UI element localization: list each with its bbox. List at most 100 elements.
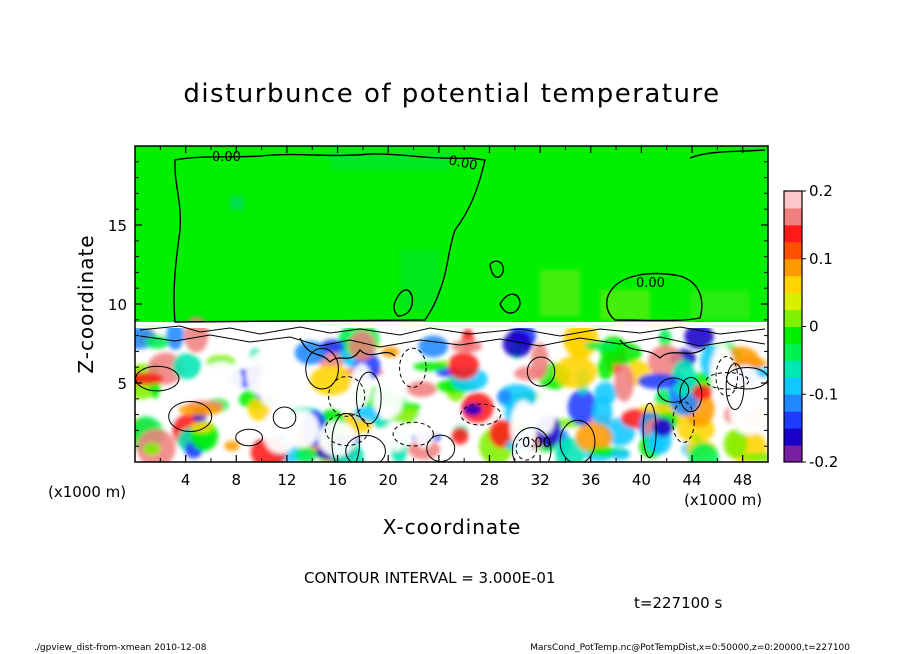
contour-line bbox=[489, 260, 504, 278]
contour-line bbox=[168, 400, 213, 433]
contour-line bbox=[328, 376, 366, 417]
contour-line bbox=[173, 153, 486, 323]
field-blob bbox=[381, 346, 400, 358]
colorbar-segment bbox=[784, 292, 802, 311]
field-blob bbox=[710, 344, 735, 401]
upper-patch bbox=[230, 196, 244, 210]
contour-line bbox=[460, 403, 502, 426]
contour-line bbox=[515, 436, 538, 461]
field-blob bbox=[451, 339, 483, 353]
field-blob bbox=[659, 328, 672, 349]
field-blob bbox=[497, 389, 512, 405]
contour-line bbox=[393, 289, 414, 317]
field-blob bbox=[684, 324, 714, 350]
y-axis-label: Z-coordinate bbox=[74, 234, 98, 373]
field-blob bbox=[190, 421, 213, 433]
boundary-band bbox=[135, 322, 768, 328]
contour-label: 0.00 bbox=[636, 276, 665, 291]
x-tick-label: 16 bbox=[328, 471, 347, 489]
field-blob bbox=[262, 408, 299, 454]
field-blob bbox=[464, 403, 482, 416]
upper-patch bbox=[330, 150, 450, 170]
field-blob bbox=[502, 330, 533, 358]
contour-interval: CONTOUR INTERVAL = 3.000E-01 bbox=[304, 569, 555, 587]
field-blob bbox=[224, 440, 240, 451]
field-blob bbox=[688, 442, 719, 462]
chart-title: disturbunce of potential temperature bbox=[183, 79, 720, 109]
upper-field bbox=[135, 146, 768, 328]
colorbar-segment bbox=[784, 275, 802, 294]
contour-line bbox=[526, 356, 556, 387]
field-blob bbox=[413, 361, 447, 372]
field-blob bbox=[592, 395, 613, 430]
field-blob bbox=[575, 422, 613, 453]
boundary-contours bbox=[139, 334, 766, 348]
x-tick-label: 32 bbox=[531, 471, 550, 489]
y-axis: 5 10 15 bbox=[108, 161, 768, 447]
x-tick-label: 44 bbox=[682, 471, 701, 489]
upper-patch bbox=[400, 250, 440, 310]
field-blob bbox=[382, 421, 410, 451]
contour-line bbox=[235, 428, 263, 447]
x-axis: 4 8 12 16 20 24 28 32 36 40 44 48 bbox=[159, 146, 769, 489]
field-blob bbox=[638, 404, 677, 414]
x-tick-label: 24 bbox=[429, 471, 448, 489]
contour-line bbox=[657, 377, 690, 403]
colorbar-segment bbox=[784, 241, 802, 260]
field-blob bbox=[294, 340, 327, 365]
field-blob bbox=[200, 361, 243, 398]
colorbar-segment bbox=[784, 394, 802, 412]
contour-line bbox=[355, 371, 382, 425]
colorbar-segment bbox=[784, 360, 802, 378]
plot-area: 0.00 0.00 0.00 0.00 bbox=[135, 146, 768, 462]
upper-field-patches bbox=[230, 150, 750, 320]
lower-field-blobs bbox=[135, 316, 768, 462]
boundary-contours bbox=[299, 337, 396, 363]
colorbar-segment bbox=[784, 224, 802, 243]
field-blob bbox=[565, 327, 596, 360]
field-blob bbox=[671, 359, 696, 398]
upper-contours bbox=[173, 149, 766, 323]
y-tick-label: 5 bbox=[117, 375, 127, 393]
colorbar-segment bbox=[784, 258, 802, 277]
field-blob bbox=[510, 400, 537, 455]
contour-line bbox=[689, 149, 766, 159]
x-tick-label: 28 bbox=[480, 471, 499, 489]
upper-patch bbox=[540, 270, 580, 316]
contour-line bbox=[679, 376, 703, 413]
x-unit-left: (x1000 m) bbox=[48, 483, 126, 501]
field-blob bbox=[317, 420, 356, 457]
field-blob bbox=[652, 417, 673, 437]
colorbar-label: -0.1 bbox=[809, 385, 838, 403]
time-label: t=227100 s bbox=[634, 594, 722, 612]
field-blob bbox=[348, 330, 376, 362]
colorbar-label: 0.2 bbox=[809, 182, 833, 200]
contour-line bbox=[559, 419, 596, 462]
field-blob bbox=[692, 384, 713, 400]
field-blob bbox=[448, 352, 480, 380]
field-blob bbox=[353, 406, 382, 423]
x-tick-label: 4 bbox=[181, 471, 191, 489]
colorbar-label: 0.1 bbox=[809, 250, 833, 268]
field-blob bbox=[723, 429, 748, 459]
lower-contours bbox=[135, 347, 768, 462]
field-blob bbox=[451, 427, 469, 445]
contour-label: 0.00 bbox=[212, 150, 241, 165]
footer-left: ./gpview_dist-from-xmean 2010-12-08 bbox=[34, 643, 207, 653]
contour-line bbox=[345, 434, 386, 462]
field-blob bbox=[310, 365, 353, 396]
x-unit-right: (x1000 m) bbox=[684, 491, 762, 509]
contour-line bbox=[511, 427, 552, 462]
boundary-layer bbox=[135, 322, 768, 363]
field-blob bbox=[372, 381, 404, 419]
field-blob bbox=[172, 353, 202, 380]
colorbar-segment bbox=[784, 309, 802, 327]
field-blob bbox=[637, 373, 679, 390]
boundary-contours bbox=[139, 325, 766, 337]
field-blob bbox=[741, 452, 768, 462]
colorbar-segment bbox=[784, 428, 802, 446]
field-blob bbox=[610, 449, 631, 460]
field-blob bbox=[406, 381, 437, 397]
contour-line bbox=[606, 272, 703, 322]
field-blob bbox=[418, 335, 449, 358]
